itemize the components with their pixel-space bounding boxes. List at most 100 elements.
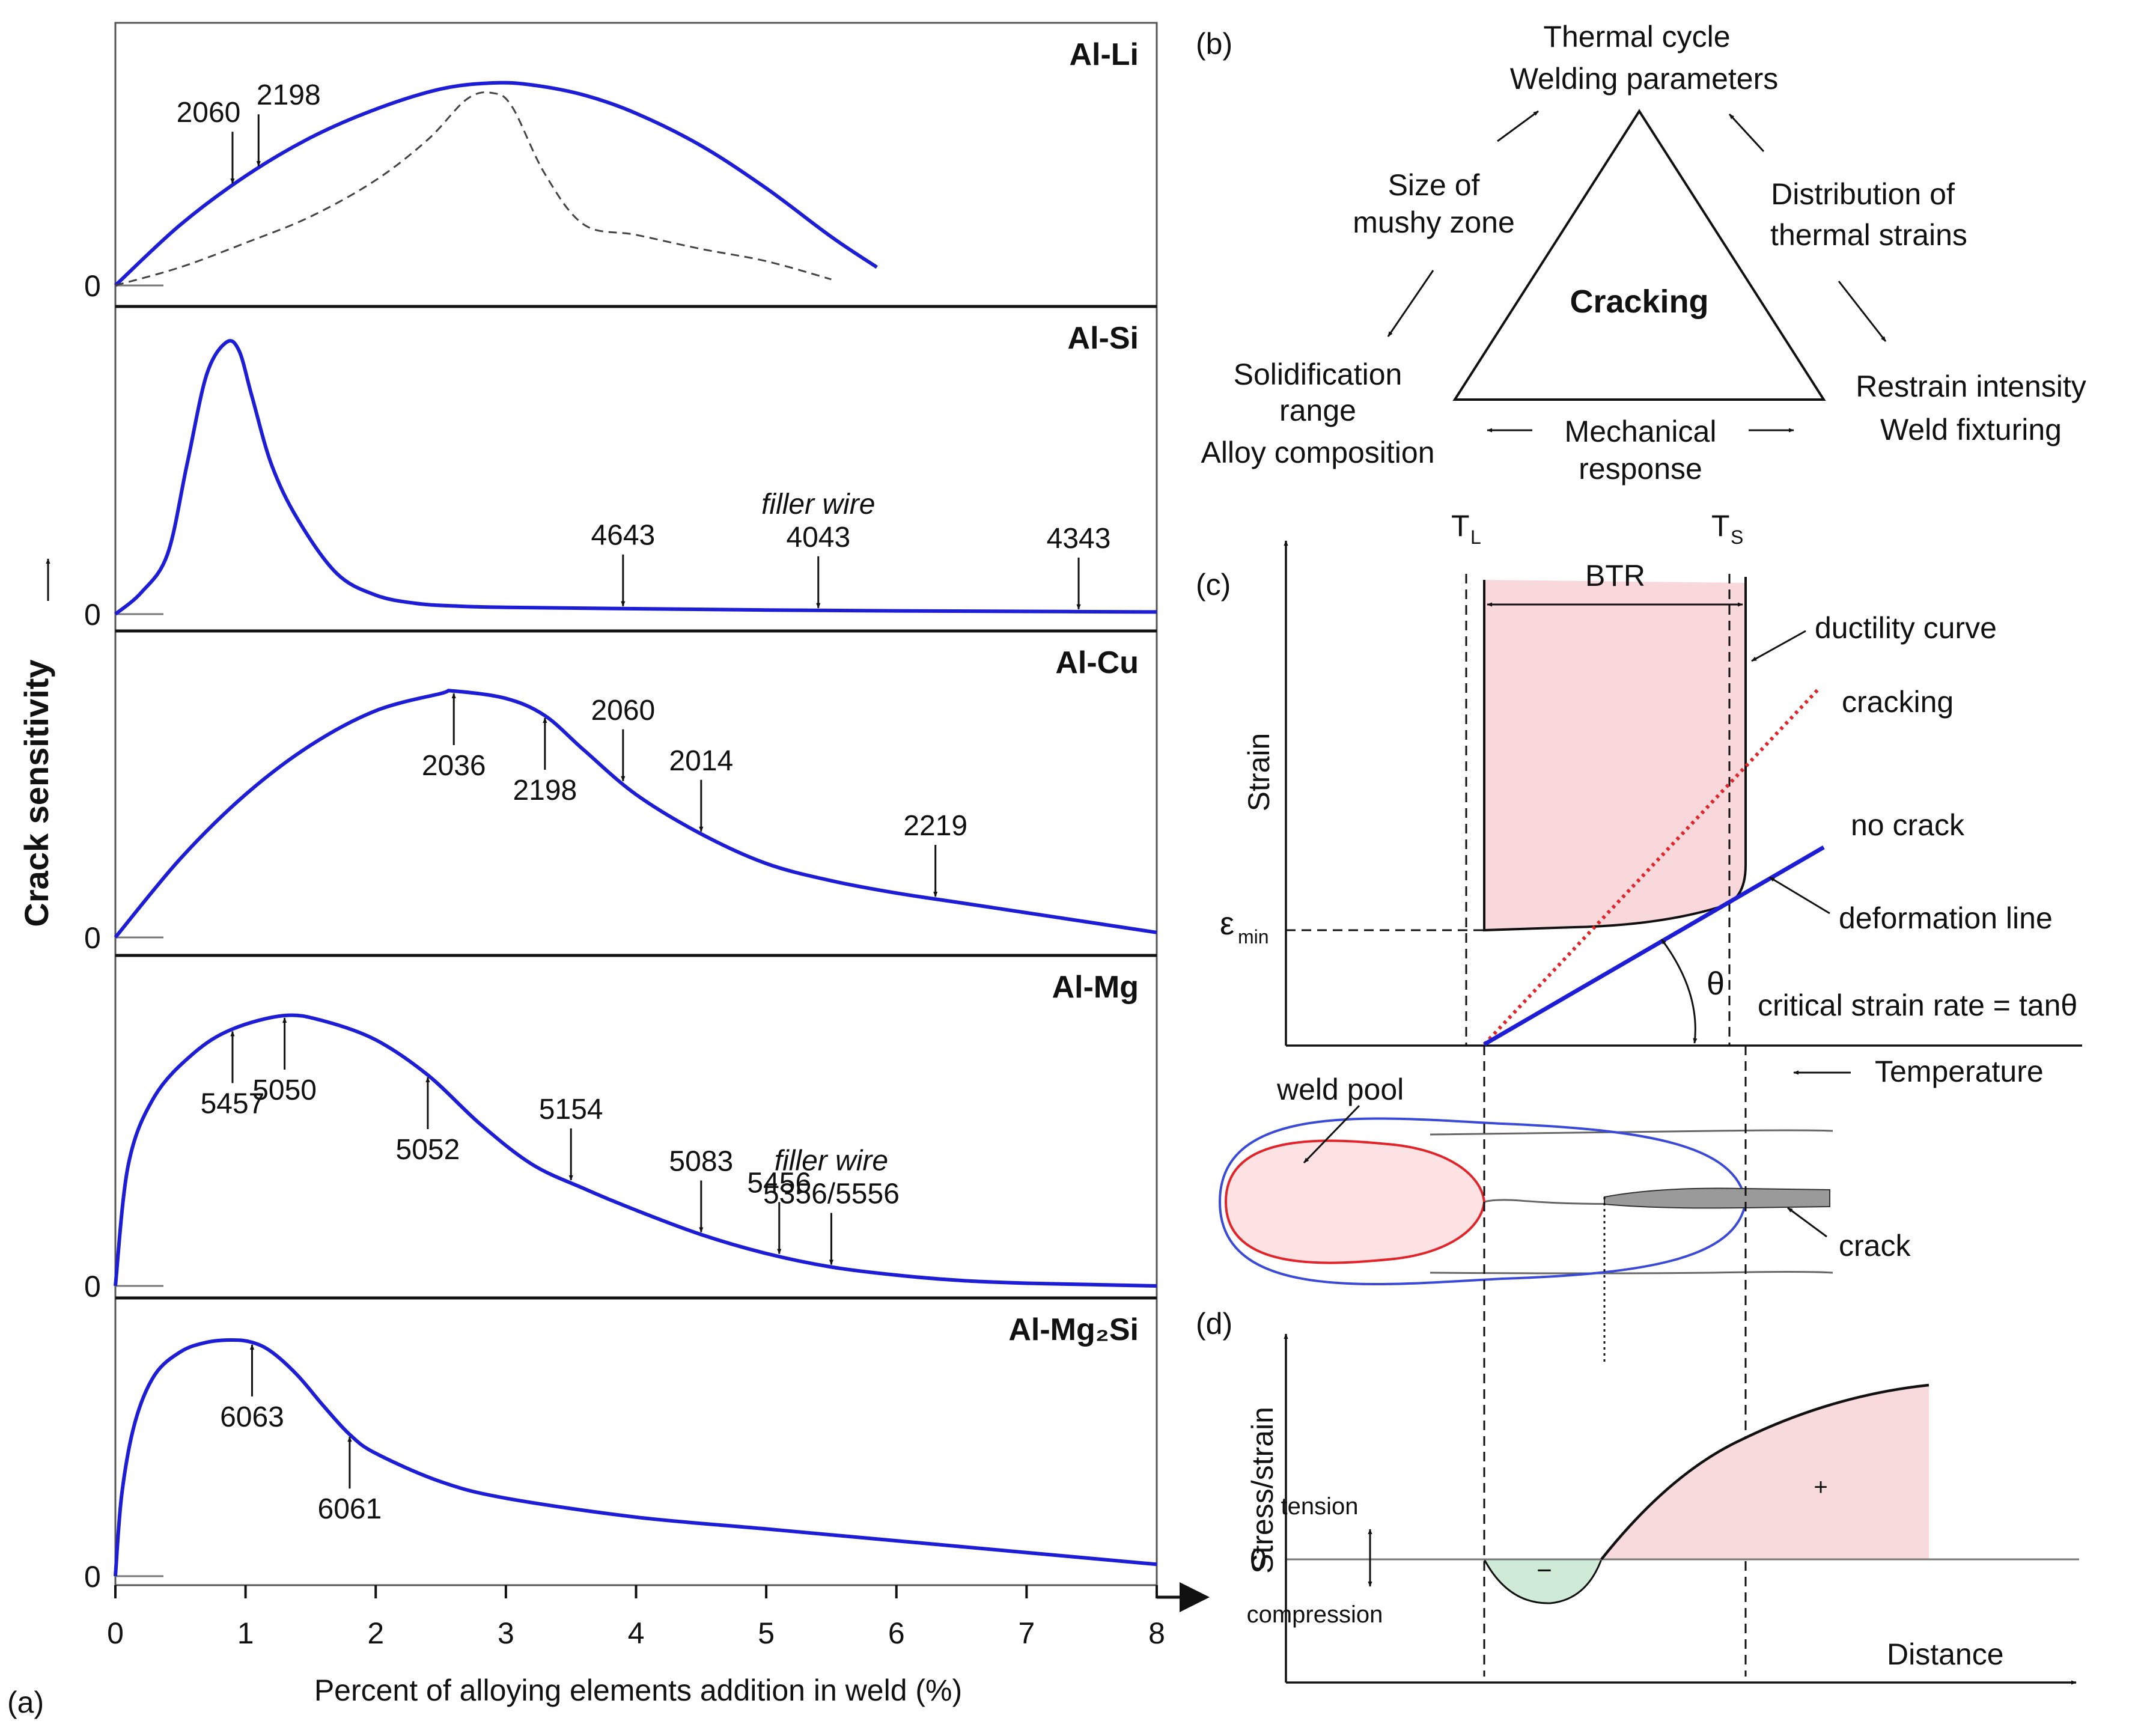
annotation-2060: 2060 (591, 695, 655, 782)
tl-label: T (1451, 509, 1470, 543)
y-axis-label-group: Crack sensitivity (17, 558, 55, 927)
subplot-title: Al-Mg (1052, 970, 1139, 1005)
panel-c-label: (c) (1196, 568, 1231, 602)
left-label-1: Solidification (1234, 358, 1403, 391)
theta-label: θ (1707, 966, 1725, 1002)
subplot-title: Al-Si (1068, 321, 1139, 356)
zero-label: 0 (84, 598, 101, 632)
zero-label: 0 (84, 921, 101, 955)
x-axis-label: Percent of alloying elements addition in… (314, 1674, 962, 1707)
arrow-to-top-right (1728, 113, 1765, 153)
annotation-note: filler wire (775, 1145, 888, 1177)
panel-c: (c) BTR T L T S Strain ε min θ ductility (1196, 509, 2082, 1677)
weld-bottom-line (1430, 1271, 1833, 1275)
annotation-label: 2014 (669, 745, 733, 777)
zero-label: 0 (1250, 1543, 1267, 1576)
subplot-title: Al-Mg₂Si (1008, 1312, 1139, 1347)
weld-pool-label: weld pool (1276, 1073, 1404, 1106)
annotation-2014: 2014 (669, 745, 733, 832)
annotation-label: 2060 (591, 695, 655, 726)
subplot-0: 0 Al-Li 2060 2198 (84, 37, 1139, 303)
tension-label: tension (1281, 1493, 1359, 1520)
plus-sign: + (1814, 1474, 1827, 1500)
edge-left-2: mushy zone (1353, 206, 1515, 239)
x-tick-label: 4 (628, 1616, 645, 1650)
zero-label: 0 (84, 269, 101, 303)
top-label-2: Welding parameters (1510, 62, 1779, 96)
left-label-2: range (1279, 394, 1356, 427)
stress-curve (1600, 1383, 1929, 1561)
annotation-5457: 5457 (201, 1031, 265, 1120)
compression-label: compression (1247, 1601, 1383, 1628)
no-crack-label: no crack (1851, 808, 1965, 842)
cracking-label: cracking (1842, 685, 1954, 719)
edge-bottom-2: response (1579, 452, 1702, 486)
annotation-4343: 4343 (1047, 523, 1111, 610)
arrow-to-bottom-left (1387, 270, 1434, 337)
annotation-5154: 5154 (539, 1094, 603, 1181)
zero-label: 0 (84, 1560, 101, 1594)
weld-pool (1224, 1139, 1486, 1264)
edge-right-1: Distribution of (1771, 177, 1955, 211)
subplot-title: Al-Li (1069, 37, 1139, 72)
annotation-label: 6063 (220, 1401, 284, 1433)
annotation-label: 2036 (422, 750, 486, 782)
ductility-label: ductility curve (1815, 611, 1997, 645)
top-label-1: Thermal cycle (1543, 20, 1730, 53)
arrow-to-bottom-right (1838, 281, 1887, 342)
deformation-label: deformation line (1839, 901, 2053, 935)
annotation-label: 2219 (903, 810, 967, 842)
weld-pool-pointer (1303, 1104, 1360, 1164)
edge-left-1: Size of (1388, 168, 1480, 202)
negative-region (1482, 1558, 1603, 1604)
annotation-note: filler wire (761, 489, 875, 520)
annotation-label: 6061 (318, 1493, 382, 1525)
annotation-2036: 2036 (422, 693, 486, 782)
annotation-label: 5356/5556 (763, 1178, 900, 1210)
ductility-curve (1483, 577, 1747, 932)
x-tick-label: 6 (888, 1616, 905, 1650)
minus-sign: − (1537, 1556, 1552, 1585)
cracking-triangle (1452, 109, 1826, 401)
x-tick-label: 8 (1148, 1616, 1165, 1650)
panel-a-label: (a) (7, 1686, 44, 1719)
annotation-2060: 2060 (177, 97, 240, 184)
weld-schematic: weld pool crack (1218, 1073, 1911, 1364)
annotation-label: 5457 (201, 1088, 265, 1120)
annotation-4643: 4643 (591, 520, 655, 607)
annotation-2219: 2219 (903, 810, 967, 897)
dashed-series (115, 91, 832, 287)
annotation-label: 4343 (1047, 523, 1111, 555)
ts-sub: S (1731, 526, 1743, 548)
x-tick-label: 7 (1018, 1616, 1035, 1650)
annotation-label: 5456 (747, 1168, 811, 1199)
ts-label: T (1711, 509, 1730, 543)
panel-b-label: (b) (1196, 27, 1232, 61)
panel-d-label: (d) (1196, 1307, 1232, 1341)
annotation-2198: 2198 (256, 79, 321, 167)
cracking-line (1482, 688, 1820, 1046)
btr-label: BTR (1585, 559, 1645, 592)
annotation-5050: 5050 (252, 1017, 317, 1106)
eps-min-label: ε (1220, 906, 1234, 942)
annotation-label: 5154 (539, 1094, 603, 1125)
center-label: Cracking (1570, 284, 1708, 320)
stress-label: Stress/strain (1246, 1407, 1279, 1574)
annotation-label: 2198 (257, 79, 321, 111)
edge-right-2: thermal strains (1770, 218, 1967, 252)
annotation-6061: 6061 (318, 1436, 382, 1525)
annotation-label: 5083 (669, 1146, 733, 1178)
annotation-5083: 5083 (669, 1146, 733, 1233)
annotation-label: 5050 (252, 1074, 317, 1106)
x-tick-label: 3 (498, 1616, 514, 1650)
crack-sensitivity-curve (114, 689, 1157, 939)
crack-sensitivity-curve (114, 1338, 1157, 1577)
left-label-3: Alloy composition (1201, 436, 1434, 469)
annotation-5456: 5456 (747, 1168, 811, 1255)
